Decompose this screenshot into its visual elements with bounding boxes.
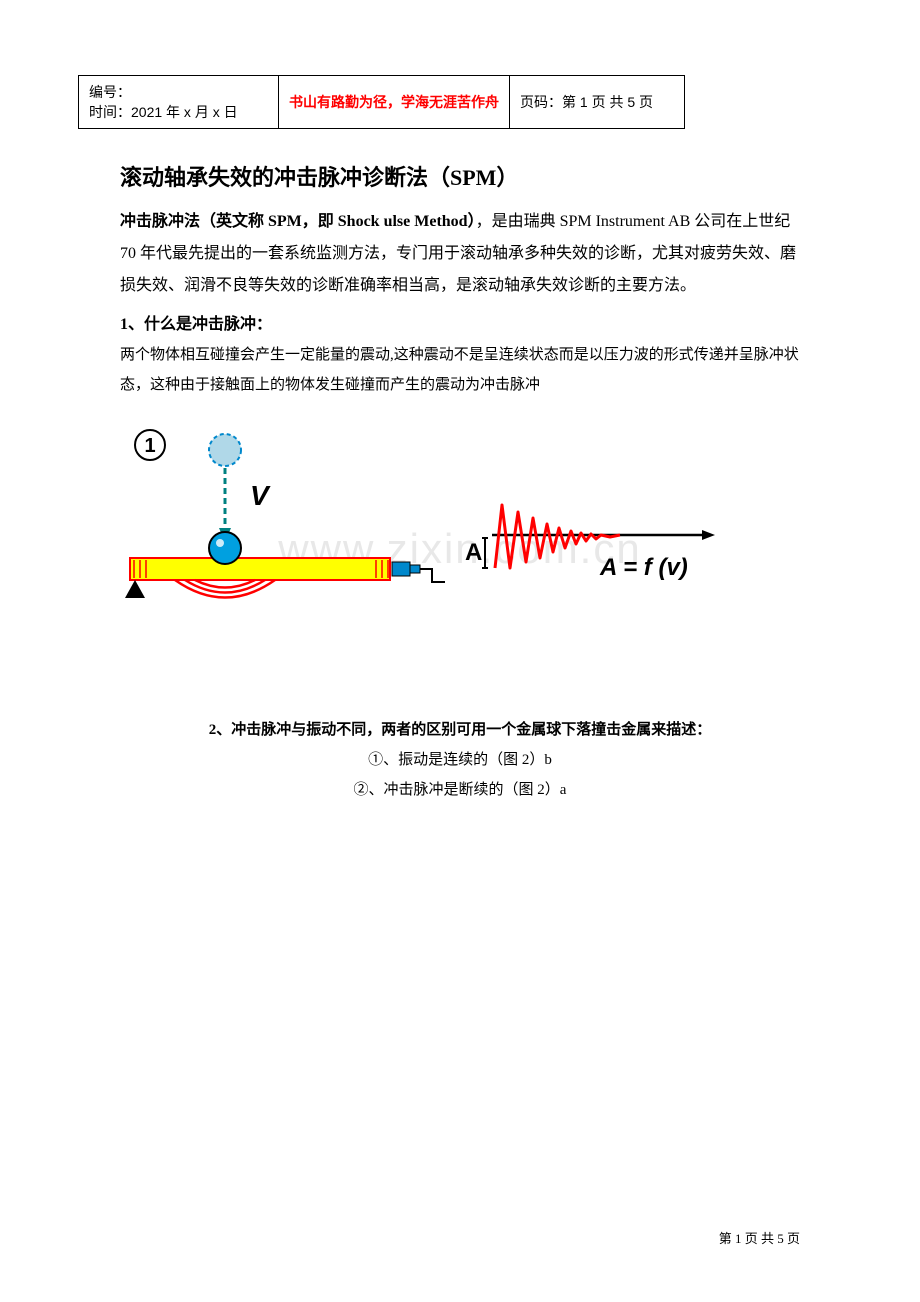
- header-col1: 编号： 时间：2021 年 x 月 x 日: [79, 76, 279, 129]
- header-page: 页码：第 1 页 共 5 页: [510, 76, 685, 129]
- figure-1: 1 V: [120, 420, 800, 625]
- content-area: 滚动轴承失效的冲击脉冲诊断法（SPM） 冲击脉冲法（英文称 SPM，即 Shoc…: [120, 160, 800, 805]
- page-footer: 第 1 页 共 5 页: [719, 1228, 800, 1247]
- sensor-tip: [410, 565, 420, 573]
- header-table: 编号： 时间：2021 年 x 月 x 日 书山有路勤为径，学海无涯苦作舟 页码…: [78, 75, 685, 129]
- axis-arrow: [702, 530, 715, 540]
- heading-section-2: 2、冲击脉冲与振动不同，两者的区别可用一个金属球下落撞击金属来描述：: [120, 715, 800, 745]
- section-2: 2、冲击脉冲与振动不同，两者的区别可用一个金属球下落撞击金属来描述： ①、振动是…: [120, 715, 800, 805]
- label-1-text: 1: [144, 435, 155, 457]
- paragraph-1: 冲击脉冲法（英文称 SPM，即 Shock ulse Method），是由瑞典 …: [120, 206, 800, 302]
- ghost-ball: [209, 434, 241, 466]
- support-left: [125, 580, 145, 598]
- equation-text: A = f (v): [599, 554, 688, 581]
- paragraph-2: 两个物体相互碰撞会产生一定能量的震动,这种震动不是呈连续状态而是以压力波的形式传…: [120, 340, 800, 400]
- header-motto: 书山有路勤为径，学海无涯苦作舟: [279, 76, 510, 129]
- section2-line2: ②、冲击脉冲是断续的（图 2）a: [120, 775, 800, 805]
- para1-bold-part: 冲击脉冲法（英文称 SPM，即 Shock ulse Method）: [120, 213, 476, 230]
- section2-line1: ①、振动是连续的（图 2）b: [120, 745, 800, 775]
- sensor-cable: [420, 569, 445, 582]
- sensor-body: [392, 562, 410, 576]
- solid-ball: [209, 532, 241, 564]
- header-date: 时间：2021 年 x 月 x 日: [89, 102, 268, 122]
- a-label: A: [465, 539, 482, 566]
- heading-section-1: 1、什么是冲击脉冲：: [120, 310, 800, 334]
- wave-arc-1: [195, 580, 255, 588]
- figure-svg: 1 V: [120, 420, 720, 620]
- page-title: 滚动轴承失效的冲击脉冲诊断法（SPM）: [120, 160, 800, 192]
- impact-bar: [130, 558, 390, 580]
- header-number: 编号：: [89, 82, 268, 102]
- v-label: V: [250, 480, 271, 511]
